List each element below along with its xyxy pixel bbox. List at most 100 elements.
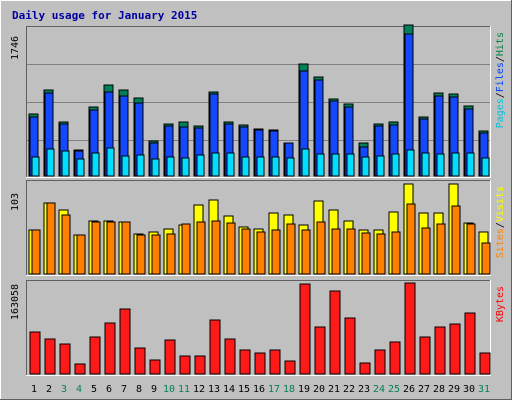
bar-kbytes-day-18 <box>284 360 296 375</box>
bar-pages-day-7 <box>121 155 130 177</box>
bar-sites-day-3 <box>61 214 71 275</box>
bar-sites-day-25 <box>391 231 401 275</box>
bar-kbytes-day-7 <box>119 308 131 375</box>
bar-pages-day-14 <box>226 152 235 177</box>
day-label-13: 13 <box>208 384 220 395</box>
day-label-23: 23 <box>358 384 370 395</box>
bar-sites-day-15 <box>241 228 251 275</box>
bar-sites-day-18 <box>286 223 296 275</box>
bar-kbytes-day-29 <box>449 323 461 375</box>
bar-pages-day-24 <box>376 155 385 177</box>
bar-pages-day-26 <box>406 149 415 177</box>
day-label-6: 6 <box>106 384 112 395</box>
day-label-2: 2 <box>46 384 52 395</box>
day-label-16: 16 <box>253 384 265 395</box>
bar-kbytes-day-20 <box>314 326 326 375</box>
bar-pages-day-18 <box>286 157 295 177</box>
bar-sites-day-14 <box>226 222 236 275</box>
bar-pages-day-2 <box>46 148 55 177</box>
bar-kbytes-day-4 <box>74 363 86 375</box>
bar-kbytes-day-6 <box>104 322 116 375</box>
day-label-30: 30 <box>463 384 475 395</box>
bar-sites-day-20 <box>316 221 326 275</box>
bar-sites-day-22 <box>346 228 356 275</box>
day-label-9: 9 <box>151 384 157 395</box>
day-label-24: 24 <box>373 384 385 395</box>
day-label-10: 10 <box>163 384 175 395</box>
bar-pages-day-25 <box>391 153 400 177</box>
ymax-label-requests: 1746 <box>10 36 21 60</box>
day-label-11: 11 <box>178 384 190 395</box>
bar-pages-day-28 <box>436 153 445 177</box>
day-label-12: 12 <box>193 384 205 395</box>
bar-pages-day-4 <box>76 158 85 177</box>
bar-sites-day-13 <box>211 220 221 275</box>
bar-sites-day-2 <box>46 202 56 275</box>
bar-sites-day-17 <box>271 229 281 275</box>
day-label-7: 7 <box>121 384 127 395</box>
bar-pages-day-31 <box>481 157 490 177</box>
bar-sites-day-31 <box>481 242 491 275</box>
bar-kbytes-day-31 <box>479 352 491 375</box>
bar-sites-day-21 <box>331 228 341 275</box>
chart-title: Daily usage for January 2015 <box>12 9 197 22</box>
bar-sites-day-28 <box>436 223 446 275</box>
bar-kbytes-day-2 <box>44 338 56 375</box>
bar-sites-day-24 <box>376 233 386 275</box>
bar-pages-day-23 <box>361 156 370 177</box>
bar-kbytes-day-5 <box>89 336 101 375</box>
legend-item-kbytes: KBytes <box>495 286 506 322</box>
legend-separator: / <box>495 222 506 228</box>
bar-kbytes-day-21 <box>329 290 341 375</box>
bar-sites-day-4 <box>76 234 86 275</box>
day-label-27: 27 <box>418 384 430 395</box>
ymax-label-kbytes: 163058 <box>10 284 21 320</box>
bar-pages-day-6 <box>106 147 115 177</box>
bar-pages-day-1 <box>31 156 40 177</box>
day-label-5: 5 <box>91 384 97 395</box>
bar-kbytes-day-12 <box>194 355 206 375</box>
panel-kbytes: 163058 KBytes <box>10 280 506 376</box>
day-label-28: 28 <box>433 384 445 395</box>
bar-kbytes-day-8 <box>134 347 146 375</box>
bar-kbytes-day-3 <box>59 343 71 375</box>
bar-kbytes-day-25 <box>389 341 401 375</box>
bar-sites-day-5 <box>91 221 101 275</box>
day-label-31: 31 <box>478 384 490 395</box>
bar-sites-day-1 <box>31 229 41 275</box>
bar-sites-day-8 <box>136 234 146 275</box>
legend-item-sites: Sites <box>495 228 506 258</box>
bar-sites-day-23 <box>361 232 371 275</box>
day-label-15: 15 <box>238 384 250 395</box>
bar-sites-day-7 <box>121 221 131 275</box>
bar-sites-day-27 <box>421 227 431 275</box>
bar-sites-day-11 <box>181 223 191 275</box>
legend-item-visits: Visits <box>495 186 506 222</box>
bar-pages-day-27 <box>421 152 430 177</box>
bar-sites-day-19 <box>301 229 311 275</box>
ymax-label-visits: 103 <box>10 193 21 211</box>
day-label-22: 22 <box>343 384 355 395</box>
bar-pages-day-21 <box>331 153 340 177</box>
bar-pages-day-17 <box>271 156 280 177</box>
bar-pages-day-29 <box>451 152 460 177</box>
bar-pages-day-11 <box>181 157 190 177</box>
bar-pages-day-5 <box>91 152 100 177</box>
bar-sites-day-16 <box>256 231 266 275</box>
legend-separator: / <box>495 92 506 98</box>
bar-sites-day-9 <box>151 234 161 275</box>
bar-pages-day-19 <box>301 148 310 177</box>
bar-pages-day-3 <box>61 150 70 177</box>
bar-pages-day-10 <box>166 156 175 177</box>
legend-kbytes: KBytes <box>495 286 506 322</box>
day-label-4: 4 <box>76 384 82 395</box>
bar-sites-day-26 <box>406 203 416 275</box>
bar-sites-day-29 <box>451 205 461 275</box>
bar-pages-day-30 <box>466 152 475 177</box>
legend-separator: / <box>495 56 506 62</box>
bar-kbytes-day-11 <box>179 355 191 375</box>
bar-pages-day-13 <box>211 152 220 177</box>
day-label-19: 19 <box>298 384 310 395</box>
